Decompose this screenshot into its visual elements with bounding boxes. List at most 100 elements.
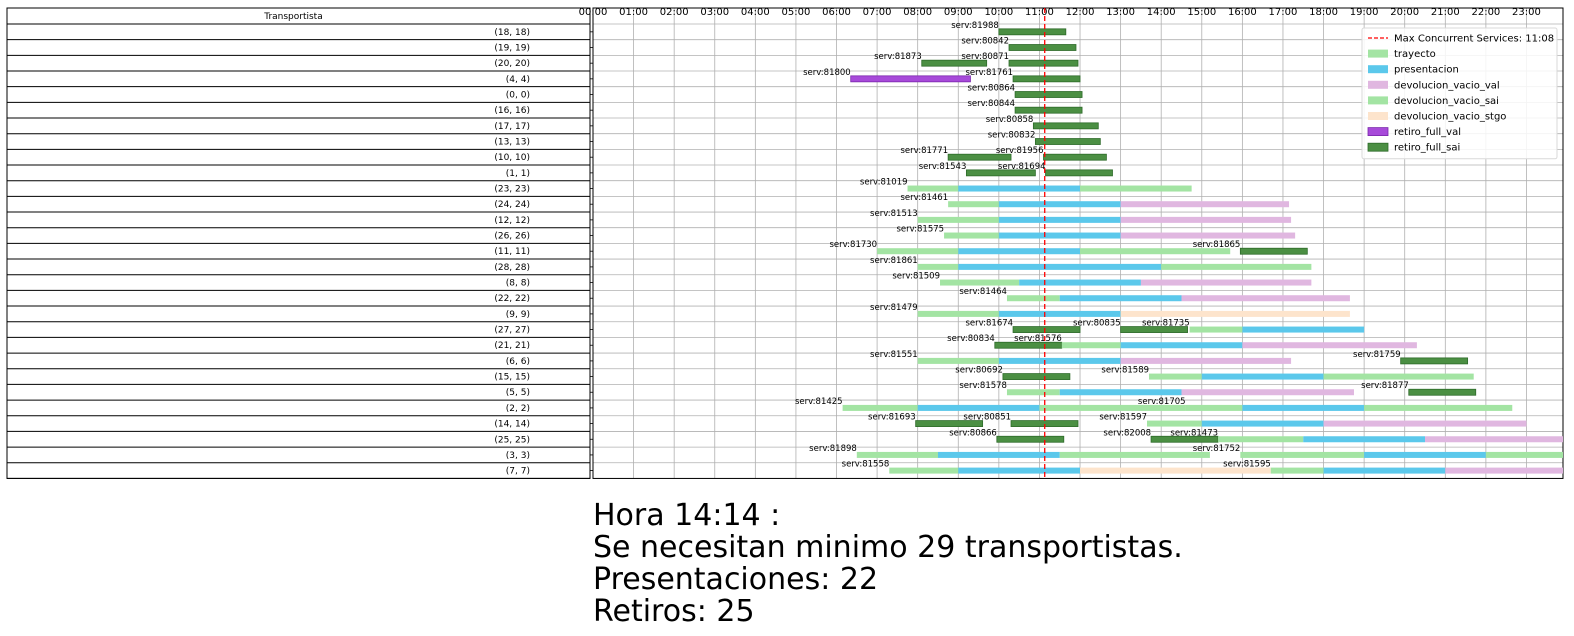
legend-swatch bbox=[1367, 142, 1389, 152]
service-label: serv:80844 bbox=[967, 99, 1015, 109]
bar-retiro_full_sai bbox=[1012, 326, 1081, 333]
bar-presentacion bbox=[1059, 389, 1182, 396]
bar-devolucion_vacio_val bbox=[1120, 232, 1296, 239]
service-label: serv:81575 bbox=[896, 225, 944, 235]
service-label: serv:81956 bbox=[996, 146, 1044, 156]
service-label: serv:81877 bbox=[1361, 381, 1409, 391]
bar-retiro_full_sai bbox=[921, 59, 988, 67]
bar-retiro_full_sai bbox=[1120, 326, 1188, 333]
bar-devolucion_vacio_sai bbox=[1059, 451, 1210, 458]
row-label: (15, 15) bbox=[494, 373, 530, 383]
service-label: serv:81576 bbox=[1014, 334, 1062, 344]
x-tick-label: 05:00 bbox=[782, 7, 811, 18]
row-label: (0, 0) bbox=[506, 91, 530, 101]
bar-presentacion bbox=[1120, 342, 1243, 349]
service-label: serv:81730 bbox=[829, 240, 877, 250]
bar-trayecto bbox=[1189, 326, 1243, 333]
bar-devolucion_vacio_val bbox=[1120, 201, 1290, 208]
bar-trayecto bbox=[917, 310, 999, 317]
bar-presentacion bbox=[937, 451, 1060, 458]
bar-trayecto bbox=[842, 404, 918, 411]
legend-swatch bbox=[1368, 96, 1388, 105]
x-tick-label: 14:00 bbox=[1147, 7, 1176, 18]
x-tick-label: 06:00 bbox=[822, 7, 851, 18]
row-label: (2, 2) bbox=[506, 404, 530, 414]
legend-label: trayecto bbox=[1394, 49, 1436, 60]
bar-trayecto bbox=[1218, 436, 1304, 443]
bar-presentacion bbox=[958, 248, 1081, 255]
summary-min-carriers: Se necesitan minimo 29 transportistas. bbox=[593, 530, 1183, 565]
bar-devolucion_vacio_sai bbox=[1485, 451, 1563, 458]
row-label: (18, 18) bbox=[494, 28, 530, 38]
x-tick-label: 18:00 bbox=[1309, 7, 1338, 18]
bar-presentacion bbox=[1201, 420, 1324, 427]
service-label: serv:81479 bbox=[870, 303, 918, 313]
legend-label: devolucion_vacio_sai bbox=[1394, 96, 1499, 107]
bar-trayecto bbox=[889, 467, 959, 474]
bar-presentacion bbox=[1303, 436, 1426, 443]
bar-presentacion bbox=[1059, 295, 1182, 302]
row-label: (27, 27) bbox=[494, 326, 530, 336]
service-label: serv:81988 bbox=[951, 21, 999, 31]
service-label: serv:81861 bbox=[870, 256, 918, 266]
row-label: (22, 22) bbox=[494, 294, 530, 304]
table-header: Transportista bbox=[263, 12, 322, 22]
service-label: serv:81597 bbox=[1099, 413, 1147, 423]
row-label: (7, 7) bbox=[506, 467, 530, 477]
summary-text: Hora 14:14 : Se necesitan minimo 29 tran… bbox=[593, 500, 1183, 628]
row-label: (14, 14) bbox=[494, 420, 530, 430]
gantt-chart: 00:00 01:00 02:00 03:00 04:00 05:00 06:00 07:00… bbox=[6, 7, 1564, 479]
service-label: serv:80851 bbox=[963, 413, 1011, 423]
bar-devolucion_vacio_sai bbox=[1039, 404, 1186, 411]
bar-presentacion bbox=[1364, 451, 1486, 458]
bar-presentacion bbox=[917, 404, 1040, 411]
bar-retiro_full_sai bbox=[1008, 59, 1079, 67]
x-tick-label: 01:00 bbox=[619, 7, 648, 18]
bar-presentacion bbox=[998, 310, 1121, 317]
legend-label: presentacion bbox=[1394, 65, 1459, 76]
bar-retiro_full_sai bbox=[1012, 75, 1081, 83]
service-label: serv:81543 bbox=[919, 162, 967, 172]
bar-retiro_full_sai bbox=[1034, 138, 1101, 145]
service-label: serv:80866 bbox=[949, 428, 997, 438]
row-label: (5, 5) bbox=[506, 388, 530, 398]
service-label: serv:81464 bbox=[959, 287, 1007, 297]
service-label: serv:80864 bbox=[967, 84, 1015, 94]
row-label: (24, 24) bbox=[494, 200, 530, 210]
service-label: serv:80858 bbox=[986, 115, 1034, 125]
bar-trayecto bbox=[940, 279, 1020, 286]
x-tick-label: 10:00 bbox=[984, 7, 1013, 18]
x-tick-label: 04:00 bbox=[741, 7, 770, 18]
bar-devolucion_vacio_stgo bbox=[1080, 467, 1271, 474]
legend-swatch bbox=[1368, 112, 1388, 120]
service-label: serv:81461 bbox=[901, 193, 949, 203]
bar-presentacion bbox=[1242, 404, 1365, 411]
x-tick-label: 20:00 bbox=[1390, 7, 1419, 18]
legend-label: devolucion_vacio_val bbox=[1394, 80, 1500, 91]
row-label: (13, 13) bbox=[494, 138, 530, 148]
bar-retiro_full_sai bbox=[947, 153, 1012, 161]
bar-retiro_full_sai bbox=[915, 420, 984, 427]
bar-trayecto bbox=[877, 248, 959, 255]
service-label: serv:81513 bbox=[870, 209, 918, 219]
bar-trayecto bbox=[917, 216, 999, 223]
bar-devolucion_vacio_val bbox=[1140, 279, 1312, 286]
bar-retiro_full_sai bbox=[1400, 357, 1469, 365]
bar-trayecto bbox=[856, 451, 938, 458]
x-tick-label: 09:00 bbox=[944, 7, 973, 18]
service-label: serv:80692 bbox=[955, 366, 1003, 376]
service-label: serv:81898 bbox=[809, 444, 857, 454]
bar-trayecto bbox=[948, 201, 999, 208]
bar-devolucion_vacio_sai bbox=[1080, 185, 1192, 192]
x-tick-label: 16:00 bbox=[1228, 7, 1257, 18]
summary-hour: Hora 14:14 : bbox=[593, 498, 781, 533]
bar-presentacion bbox=[958, 467, 1081, 474]
row-label: (28, 28) bbox=[494, 263, 530, 273]
legend-label: retiro_full_val bbox=[1394, 127, 1461, 138]
row-label: (12, 12) bbox=[494, 216, 530, 226]
bar-retiro_full_sai bbox=[1014, 106, 1083, 114]
bar-retiro_full_sai bbox=[965, 169, 1036, 177]
bar-presentacion bbox=[1242, 326, 1365, 333]
service-label: serv:81425 bbox=[795, 397, 843, 407]
bar-devolucion_vacio_val bbox=[1181, 295, 1350, 302]
